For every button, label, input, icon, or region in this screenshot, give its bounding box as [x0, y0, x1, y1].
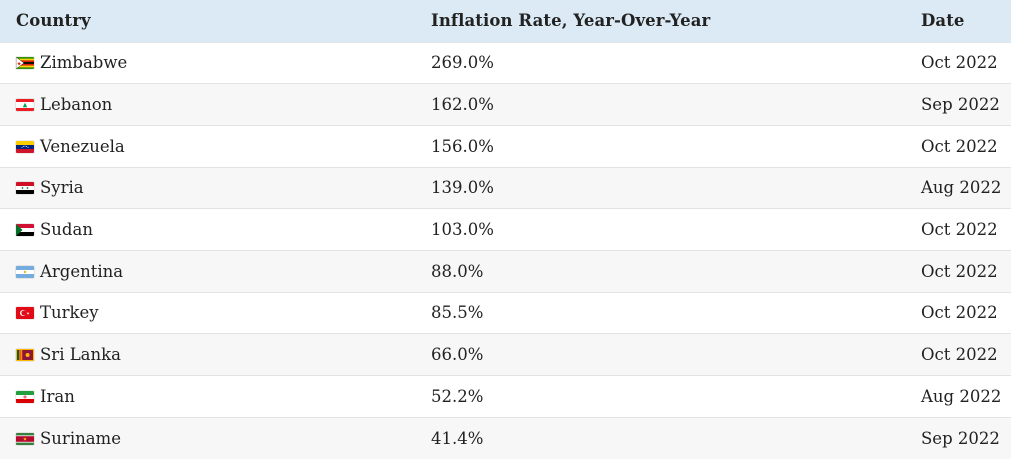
- table-row: Sri Lanka 66.0% Oct 2022: [0, 333, 1011, 376]
- table-row: Syria 139.0% Aug 2022: [0, 167, 1011, 209]
- header-row: Country Inflation Rate, Year-Over-Year D…: [0, 0, 1011, 42]
- iran-flag-icon: [16, 390, 34, 403]
- date-cell: Oct 2022: [921, 220, 998, 240]
- country-cell: Turkey: [0, 292, 415, 334]
- country-name[interactable]: Suriname: [40, 428, 121, 448]
- country-name[interactable]: Zimbabwe: [40, 53, 128, 73]
- inflation-rate-column-header[interactable]: Inflation Rate, Year-Over-Year: [431, 11, 711, 31]
- country-cell: Suriname: [0, 417, 415, 459]
- inflation-rate-cell: 139.0%: [431, 178, 494, 198]
- sudan-flag-icon: [16, 224, 34, 237]
- date-cell: Oct 2022: [921, 261, 998, 281]
- inflation-rate-cell: 162.0%: [431, 95, 494, 115]
- table-row: Turkey 85.5% Oct 2022: [0, 292, 1011, 334]
- date-cell: Sep 2022: [921, 95, 1000, 115]
- date-cell: Oct 2022: [921, 303, 998, 323]
- table-header: Country Inflation Rate, Year-Over-Year D…: [0, 0, 1011, 42]
- country-cell: Lebanon: [0, 84, 415, 126]
- country-cell: Iran: [0, 376, 415, 418]
- date-cell: Oct 2022: [921, 345, 998, 365]
- inflation-rate-cell: 269.0%: [431, 53, 494, 73]
- country-name[interactable]: Sudan: [40, 220, 93, 240]
- date-column-header[interactable]: Date: [921, 11, 965, 31]
- suriname-flag-icon: [16, 432, 34, 445]
- inflation-rate-cell: 85.5%: [431, 303, 484, 323]
- country-cell: Sudan: [0, 209, 415, 251]
- inflation-rate-cell: 88.0%: [431, 261, 484, 281]
- date-cell: Aug 2022: [921, 178, 1002, 198]
- table-row: Suriname 41.4% Sep 2022: [0, 417, 1011, 459]
- inflation-rate-cell: 41.4%: [431, 428, 484, 448]
- country-cell: Sri Lanka: [0, 334, 415, 376]
- table-row: Sudan 103.0% Oct 2022: [0, 208, 1011, 251]
- date-cell: Sep 2022: [921, 428, 1000, 448]
- sri-lanka-flag-icon: [16, 349, 34, 362]
- date-cell: Oct 2022: [921, 136, 998, 156]
- turkey-flag-icon: [16, 307, 34, 320]
- table-row: Argentina 88.0% Oct 2022: [0, 250, 1011, 293]
- table-row: Iran 52.2% Aug 2022: [0, 375, 1011, 418]
- country-name[interactable]: Lebanon: [40, 95, 113, 115]
- date-cell: Aug 2022: [921, 386, 1002, 406]
- country-column-header[interactable]: Country: [16, 11, 91, 31]
- table-row: Zimbabwe 269.0% Oct 2022: [0, 42, 1011, 84]
- country-cell: Venezuela: [0, 125, 415, 167]
- country-cell: Zimbabwe: [0, 42, 415, 84]
- country-name[interactable]: Argentina: [40, 261, 124, 281]
- argentina-flag-icon: [16, 265, 34, 278]
- country-name[interactable]: Venezuela: [40, 136, 125, 156]
- table-row: Venezuela 156.0% Oct 2022: [0, 125, 1011, 168]
- zimbabwe-flag-icon: [16, 57, 34, 70]
- inflation-rate-cell: 52.2%: [431, 386, 484, 406]
- country-name[interactable]: Iran: [40, 386, 75, 406]
- country-cell: Argentina: [0, 250, 415, 292]
- country-name[interactable]: Syria: [40, 178, 84, 198]
- venezuela-flag-icon: [16, 140, 34, 153]
- country-cell: Syria: [0, 167, 415, 209]
- inflation-rate-cell: 156.0%: [431, 136, 494, 156]
- table-row: Lebanon 162.0% Sep 2022: [0, 83, 1011, 126]
- inflation-rate-cell: 66.0%: [431, 345, 484, 365]
- country-name[interactable]: Sri Lanka: [40, 345, 121, 365]
- inflation-rate-cell: 103.0%: [431, 220, 494, 240]
- date-cell: Oct 2022: [921, 53, 998, 73]
- country-name[interactable]: Turkey: [40, 303, 99, 323]
- table-body: Zimbabwe 269.0% Oct 2022 Lebanon 162.0% …: [0, 42, 1011, 459]
- syria-flag-icon: [16, 182, 34, 195]
- lebanon-flag-icon: [16, 99, 34, 112]
